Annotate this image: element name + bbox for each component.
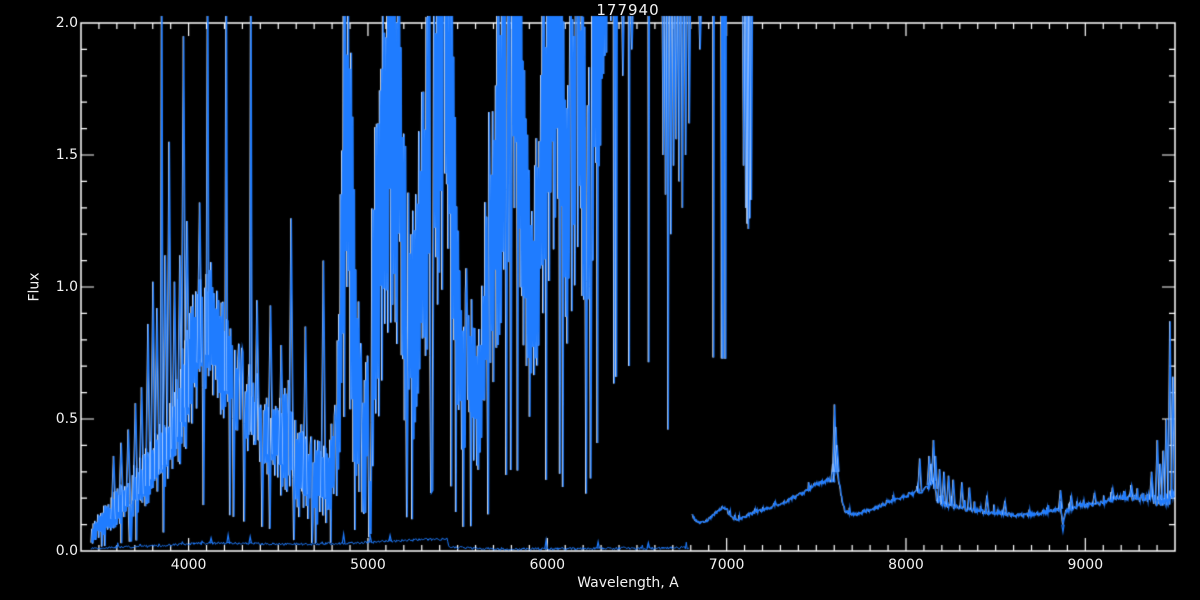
x-tick-label: 9000 [1067,557,1104,573]
y-tick-label: 1.5 [55,147,78,163]
x-tick-label: 5000 [350,557,386,573]
y-tick-label: 0.5 [55,411,78,427]
x-tick-label: 6000 [529,557,566,573]
y-tick-label: 2.0 [55,15,78,31]
x-tick-label: 4000 [170,557,207,573]
y-tick-label: 0.0 [55,543,78,559]
plot-title: 177940 [596,1,660,19]
x-axis-label: Wavelength, A [577,575,679,591]
x-tick-label: 7000 [708,557,745,573]
x-tick-label: 8000 [888,557,924,573]
y-tick-label: 1.0 [55,279,78,295]
